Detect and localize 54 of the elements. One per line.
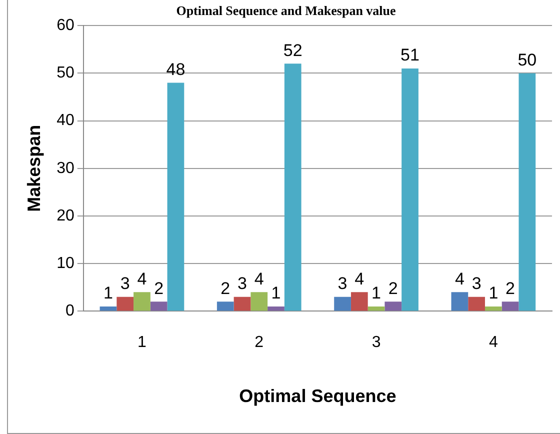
bar <box>402 68 418 311</box>
data-label: 52 <box>283 40 302 60</box>
bar <box>384 302 402 311</box>
data-label: 4 <box>354 269 364 288</box>
chart-title: Optimal Sequence and Makespan value <box>176 3 396 18</box>
bar <box>502 302 519 311</box>
y-tick-label: 50 <box>56 64 74 82</box>
data-label: 3 <box>338 274 348 294</box>
y-tick-label: 0 <box>65 302 74 320</box>
data-label: 2 <box>506 278 516 298</box>
data-label: 1 <box>104 284 113 303</box>
data-label: 4 <box>254 269 264 288</box>
x-axis-title: Optimal Sequence <box>239 386 396 406</box>
data-label: 3 <box>472 274 482 294</box>
data-label: 48 <box>166 60 186 79</box>
data-label: 2 <box>388 278 398 298</box>
bar <box>234 296 251 311</box>
bar <box>100 306 117 311</box>
bar <box>134 292 150 311</box>
data-label: 4 <box>454 269 464 288</box>
y-tick-label: 30 <box>56 160 74 177</box>
y-tick-label: 60 <box>56 17 74 34</box>
data-label: 2 <box>154 278 164 298</box>
data-label: 4 <box>137 269 147 288</box>
data-label: 51 <box>400 46 420 65</box>
bar <box>518 73 536 311</box>
bar <box>350 292 368 311</box>
data-label: 1 <box>271 284 281 303</box>
bar <box>451 292 468 311</box>
data-label: 1 <box>372 284 382 303</box>
x-tick-label: 3 <box>372 334 381 352</box>
x-tick-label: 1 <box>138 334 147 352</box>
data-label: 3 <box>238 274 247 294</box>
bar <box>216 302 234 311</box>
y-tick-label: 10 <box>56 255 74 272</box>
bar <box>368 306 385 311</box>
data-label: 1 <box>488 284 498 303</box>
x-tick-label: 4 <box>488 334 498 352</box>
bar <box>334 296 351 311</box>
y-tick-label: 40 <box>56 112 74 130</box>
bar <box>167 82 184 311</box>
bar <box>284 64 302 311</box>
bar <box>116 296 134 311</box>
bar <box>268 306 284 311</box>
bar <box>250 292 268 311</box>
bar <box>468 296 485 311</box>
x-tick-label: 2 <box>254 334 264 352</box>
data-label: 50 <box>518 50 537 70</box>
bar <box>484 306 502 311</box>
y-tick-label: 20 <box>56 207 74 224</box>
y-axis-title: Makespan <box>24 124 44 212</box>
data-label: 2 <box>220 278 230 298</box>
bar <box>150 302 168 311</box>
data-label: 3 <box>120 274 130 294</box>
